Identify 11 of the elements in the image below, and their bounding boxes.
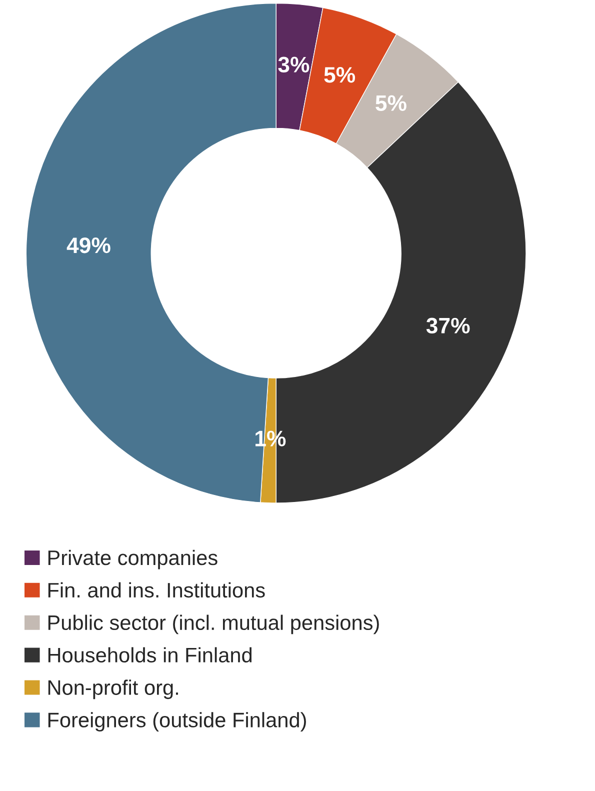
legend-label: Fin. and ins. Institutions [48,582,265,598]
legend-label: Private companies [48,550,218,570]
data-label: 49% [66,237,110,254]
data-label: 5% [376,95,406,111]
legend-label: Households in Finland [48,647,252,662]
data-label: 37% [426,318,470,334]
data-label: 3% [278,56,310,73]
legend-label: Non-profit org. [48,680,178,700]
legend-label: Foreigners (outside Finland) [48,712,306,732]
data-label: 5% [324,67,356,83]
legend-label: Public sector (incl. mutual pensions) [48,614,379,634]
